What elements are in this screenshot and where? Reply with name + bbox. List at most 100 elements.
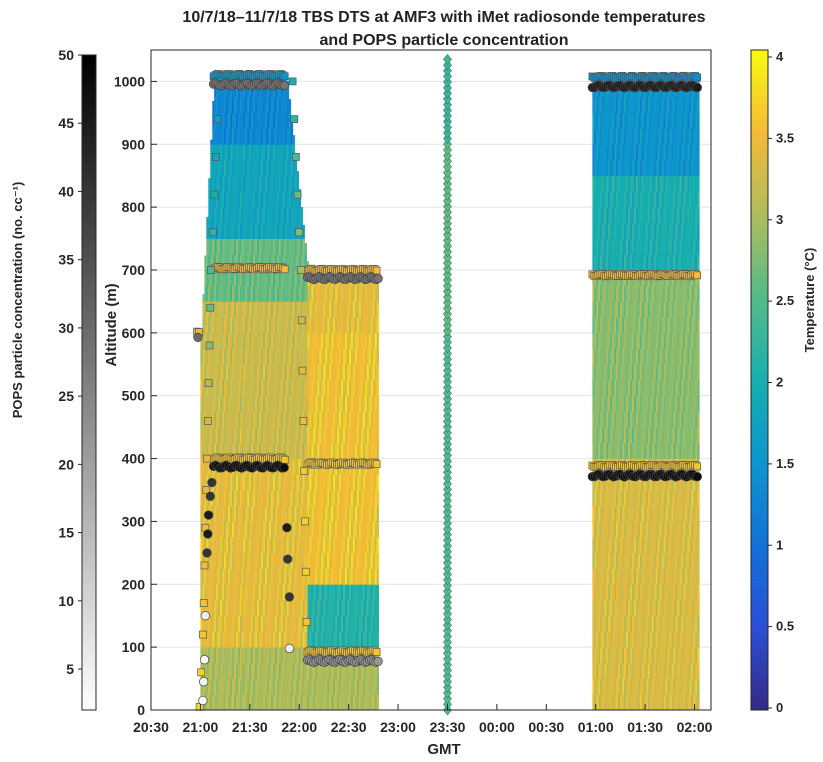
dts-cell <box>651 112 655 129</box>
dts-cell <box>292 191 295 208</box>
dts-cell <box>265 270 268 287</box>
dts-cell <box>665 301 668 318</box>
dts-cell <box>222 600 225 617</box>
dts-cell <box>294 552 297 569</box>
dts-cell <box>643 238 647 255</box>
dts-cell <box>245 411 248 428</box>
dts-cell <box>280 238 284 255</box>
dts-cell <box>267 411 270 428</box>
dts-cell <box>349 537 352 554</box>
dts-cell <box>606 222 609 239</box>
dts-cell <box>300 568 303 585</box>
dts-cell <box>325 348 328 365</box>
dts-cell <box>364 395 368 412</box>
dts-cell <box>212 100 215 114</box>
dts-cell <box>679 647 682 664</box>
dts-cell <box>234 364 237 381</box>
dts-cell <box>370 285 374 302</box>
dts-cell <box>226 427 229 444</box>
dts-cell <box>257 600 260 617</box>
dts-cell <box>661 411 664 428</box>
dts-cell <box>671 647 674 664</box>
dts-cell <box>335 427 338 444</box>
dts-cell <box>241 191 245 208</box>
dts-cell <box>309 411 312 428</box>
dts-cell <box>239 348 243 365</box>
dts-cell <box>208 615 211 632</box>
dts-cell <box>339 537 342 554</box>
dts-cell <box>224 474 227 491</box>
dts-cell <box>222 301 225 318</box>
dts-cell <box>600 442 603 459</box>
dts-cell <box>358 442 362 459</box>
dts-cell <box>647 584 651 601</box>
dts-cell <box>241 600 245 617</box>
dts-cell <box>218 678 221 695</box>
dts-cell <box>241 285 245 302</box>
dts-cell <box>606 490 609 507</box>
dts-cell <box>671 490 674 507</box>
dts-cell <box>354 537 358 554</box>
dts-cell <box>663 191 666 208</box>
dts-cell <box>224 207 227 224</box>
dts-cell <box>354 442 358 459</box>
dts-cell <box>274 238 278 255</box>
dts-cell <box>669 442 672 459</box>
dts-cell <box>286 81 290 98</box>
dts-cell <box>610 600 613 617</box>
dts-cell <box>270 144 274 161</box>
dts-cell <box>598 301 601 318</box>
dts-cell <box>635 505 639 522</box>
dts-cell <box>358 364 362 381</box>
dts-cell <box>214 97 217 114</box>
dts-cell <box>327 411 330 428</box>
dts-cell <box>376 317 379 334</box>
dts-cell <box>300 348 303 365</box>
dts-cell <box>628 584 631 601</box>
dts-cell <box>290 270 294 287</box>
dts-cell <box>234 427 237 444</box>
dts-cell <box>241 112 245 129</box>
dts-cell <box>315 395 318 412</box>
dts-cell <box>374 411 378 428</box>
dts-cell <box>354 521 358 538</box>
dts-cell <box>323 490 326 507</box>
dts-cell <box>372 395 376 412</box>
dts-cell <box>352 521 356 538</box>
dts-cell <box>329 584 332 601</box>
dts-cell <box>249 160 252 177</box>
dts-cell <box>208 678 211 695</box>
dts-cell <box>239 270 243 287</box>
dts-cell <box>649 395 653 412</box>
dts-cell <box>268 411 272 428</box>
dts-cell <box>249 175 252 192</box>
dts-cell <box>331 348 334 365</box>
dts-cell <box>298 505 301 522</box>
dts-cell <box>667 175 670 192</box>
dts-cell <box>259 128 262 145</box>
dts-cell <box>661 584 664 601</box>
dts-cell <box>224 285 227 302</box>
dts-cell <box>630 537 633 554</box>
dts-cell <box>659 222 662 239</box>
dts-cell <box>230 537 233 554</box>
dts-cell <box>677 175 680 192</box>
dts-cell <box>327 490 330 507</box>
dts-cell <box>649 254 653 271</box>
dts-cell <box>600 662 603 679</box>
dts-cell <box>228 348 231 365</box>
dts-cell <box>212 270 215 287</box>
dts-cell <box>268 254 272 271</box>
dts-cell <box>651 442 655 459</box>
dts-cell <box>276 474 280 491</box>
dts-cell <box>335 411 338 428</box>
dts-cell <box>651 364 655 381</box>
dts-cell <box>610 615 613 632</box>
dts-cell <box>592 647 595 664</box>
dts-cell <box>267 317 270 334</box>
dts-cell <box>224 317 227 334</box>
dts-cell <box>329 442 332 459</box>
dts-cell <box>368 301 372 318</box>
dts-cell <box>263 175 266 192</box>
dts-cell <box>238 427 241 444</box>
